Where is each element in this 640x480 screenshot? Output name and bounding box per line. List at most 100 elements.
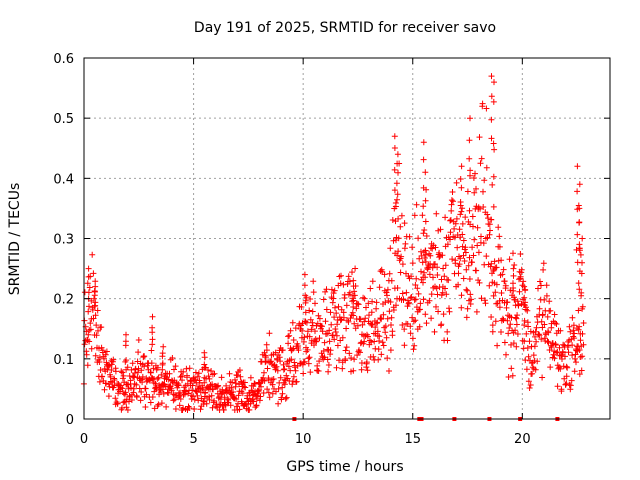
data-point	[470, 175, 477, 181]
data-point	[532, 328, 539, 335]
data-point	[348, 355, 355, 361]
data-point	[442, 262, 449, 269]
data-point	[302, 309, 309, 316]
data-point	[195, 385, 202, 392]
data-point	[316, 358, 323, 365]
data-point	[551, 355, 558, 362]
data-point	[263, 341, 270, 348]
data-point	[346, 278, 353, 285]
data-point	[446, 308, 453, 315]
data-point	[413, 275, 420, 282]
data-point	[335, 303, 342, 310]
data-point	[574, 163, 581, 170]
data-point	[316, 315, 323, 322]
data-point	[554, 383, 561, 390]
data-point	[270, 376, 277, 382]
data-point	[394, 191, 401, 198]
data-point	[422, 197, 429, 204]
data-point	[415, 235, 422, 242]
data-point	[319, 323, 325, 330]
data-point	[574, 231, 581, 238]
data-point	[409, 244, 416, 251]
data-point	[291, 359, 298, 366]
data-point	[408, 294, 415, 300]
data-point	[138, 367, 145, 374]
data-point	[426, 271, 433, 278]
data-point	[339, 365, 346, 372]
data-point	[305, 360, 312, 367]
data-point	[440, 265, 447, 272]
data-point	[510, 265, 517, 272]
data-point	[185, 390, 192, 397]
data-point	[167, 383, 174, 390]
data-point	[201, 374, 208, 381]
data-point	[283, 394, 290, 401]
data-point	[552, 342, 559, 348]
data-point	[336, 357, 342, 364]
data-point	[350, 304, 357, 310]
data-point	[155, 374, 162, 381]
data-point	[532, 333, 538, 340]
data-point	[343, 325, 350, 332]
data-point	[577, 354, 584, 360]
data-point	[566, 323, 573, 330]
data-point	[85, 265, 92, 272]
data-point	[122, 389, 129, 396]
data-point	[106, 383, 113, 390]
data-point	[286, 332, 293, 339]
data-point	[384, 292, 390, 299]
data-point	[262, 354, 269, 361]
data-point	[159, 366, 166, 373]
data-point	[486, 282, 493, 289]
data-point	[567, 382, 574, 389]
data-point	[527, 382, 534, 388]
data-point	[208, 368, 215, 374]
data-point	[384, 355, 391, 362]
data-point	[534, 358, 541, 365]
data-point	[399, 261, 406, 268]
data-point	[383, 334, 390, 341]
data-point	[403, 289, 410, 296]
data-point	[400, 297, 407, 303]
data-point	[457, 211, 464, 218]
data-point	[453, 179, 460, 186]
data-point	[239, 390, 246, 397]
data-point	[572, 351, 579, 358]
data-point	[457, 202, 464, 209]
data-point	[118, 382, 124, 389]
data-point	[511, 262, 518, 268]
data-point	[580, 320, 587, 326]
data-point	[391, 187, 398, 194]
data-point	[501, 339, 508, 346]
data-point	[475, 277, 482, 284]
data-point	[449, 256, 456, 263]
data-point	[195, 370, 202, 377]
data-point	[547, 307, 554, 314]
data-point	[514, 331, 521, 337]
data-point	[369, 298, 376, 305]
data-point	[359, 321, 366, 328]
plot-points	[80, 73, 587, 421]
data-point	[395, 215, 402, 222]
data-point	[498, 290, 505, 296]
data-point	[277, 374, 284, 381]
data-point	[379, 339, 386, 346]
data-point	[420, 156, 427, 163]
data-point	[538, 282, 544, 289]
data-point	[576, 347, 583, 353]
data-point	[408, 273, 415, 280]
data-point	[301, 271, 308, 278]
data-point	[256, 387, 263, 393]
data-point	[97, 367, 104, 373]
data-point	[478, 155, 485, 162]
data-point	[350, 367, 357, 374]
data-point	[306, 333, 313, 340]
data-point	[130, 385, 137, 392]
data-point	[412, 296, 419, 303]
data-point	[364, 367, 371, 374]
data-point	[411, 296, 418, 303]
data-point	[505, 330, 512, 337]
data-point	[419, 212, 426, 219]
data-point	[301, 358, 308, 365]
data-point	[138, 389, 145, 395]
